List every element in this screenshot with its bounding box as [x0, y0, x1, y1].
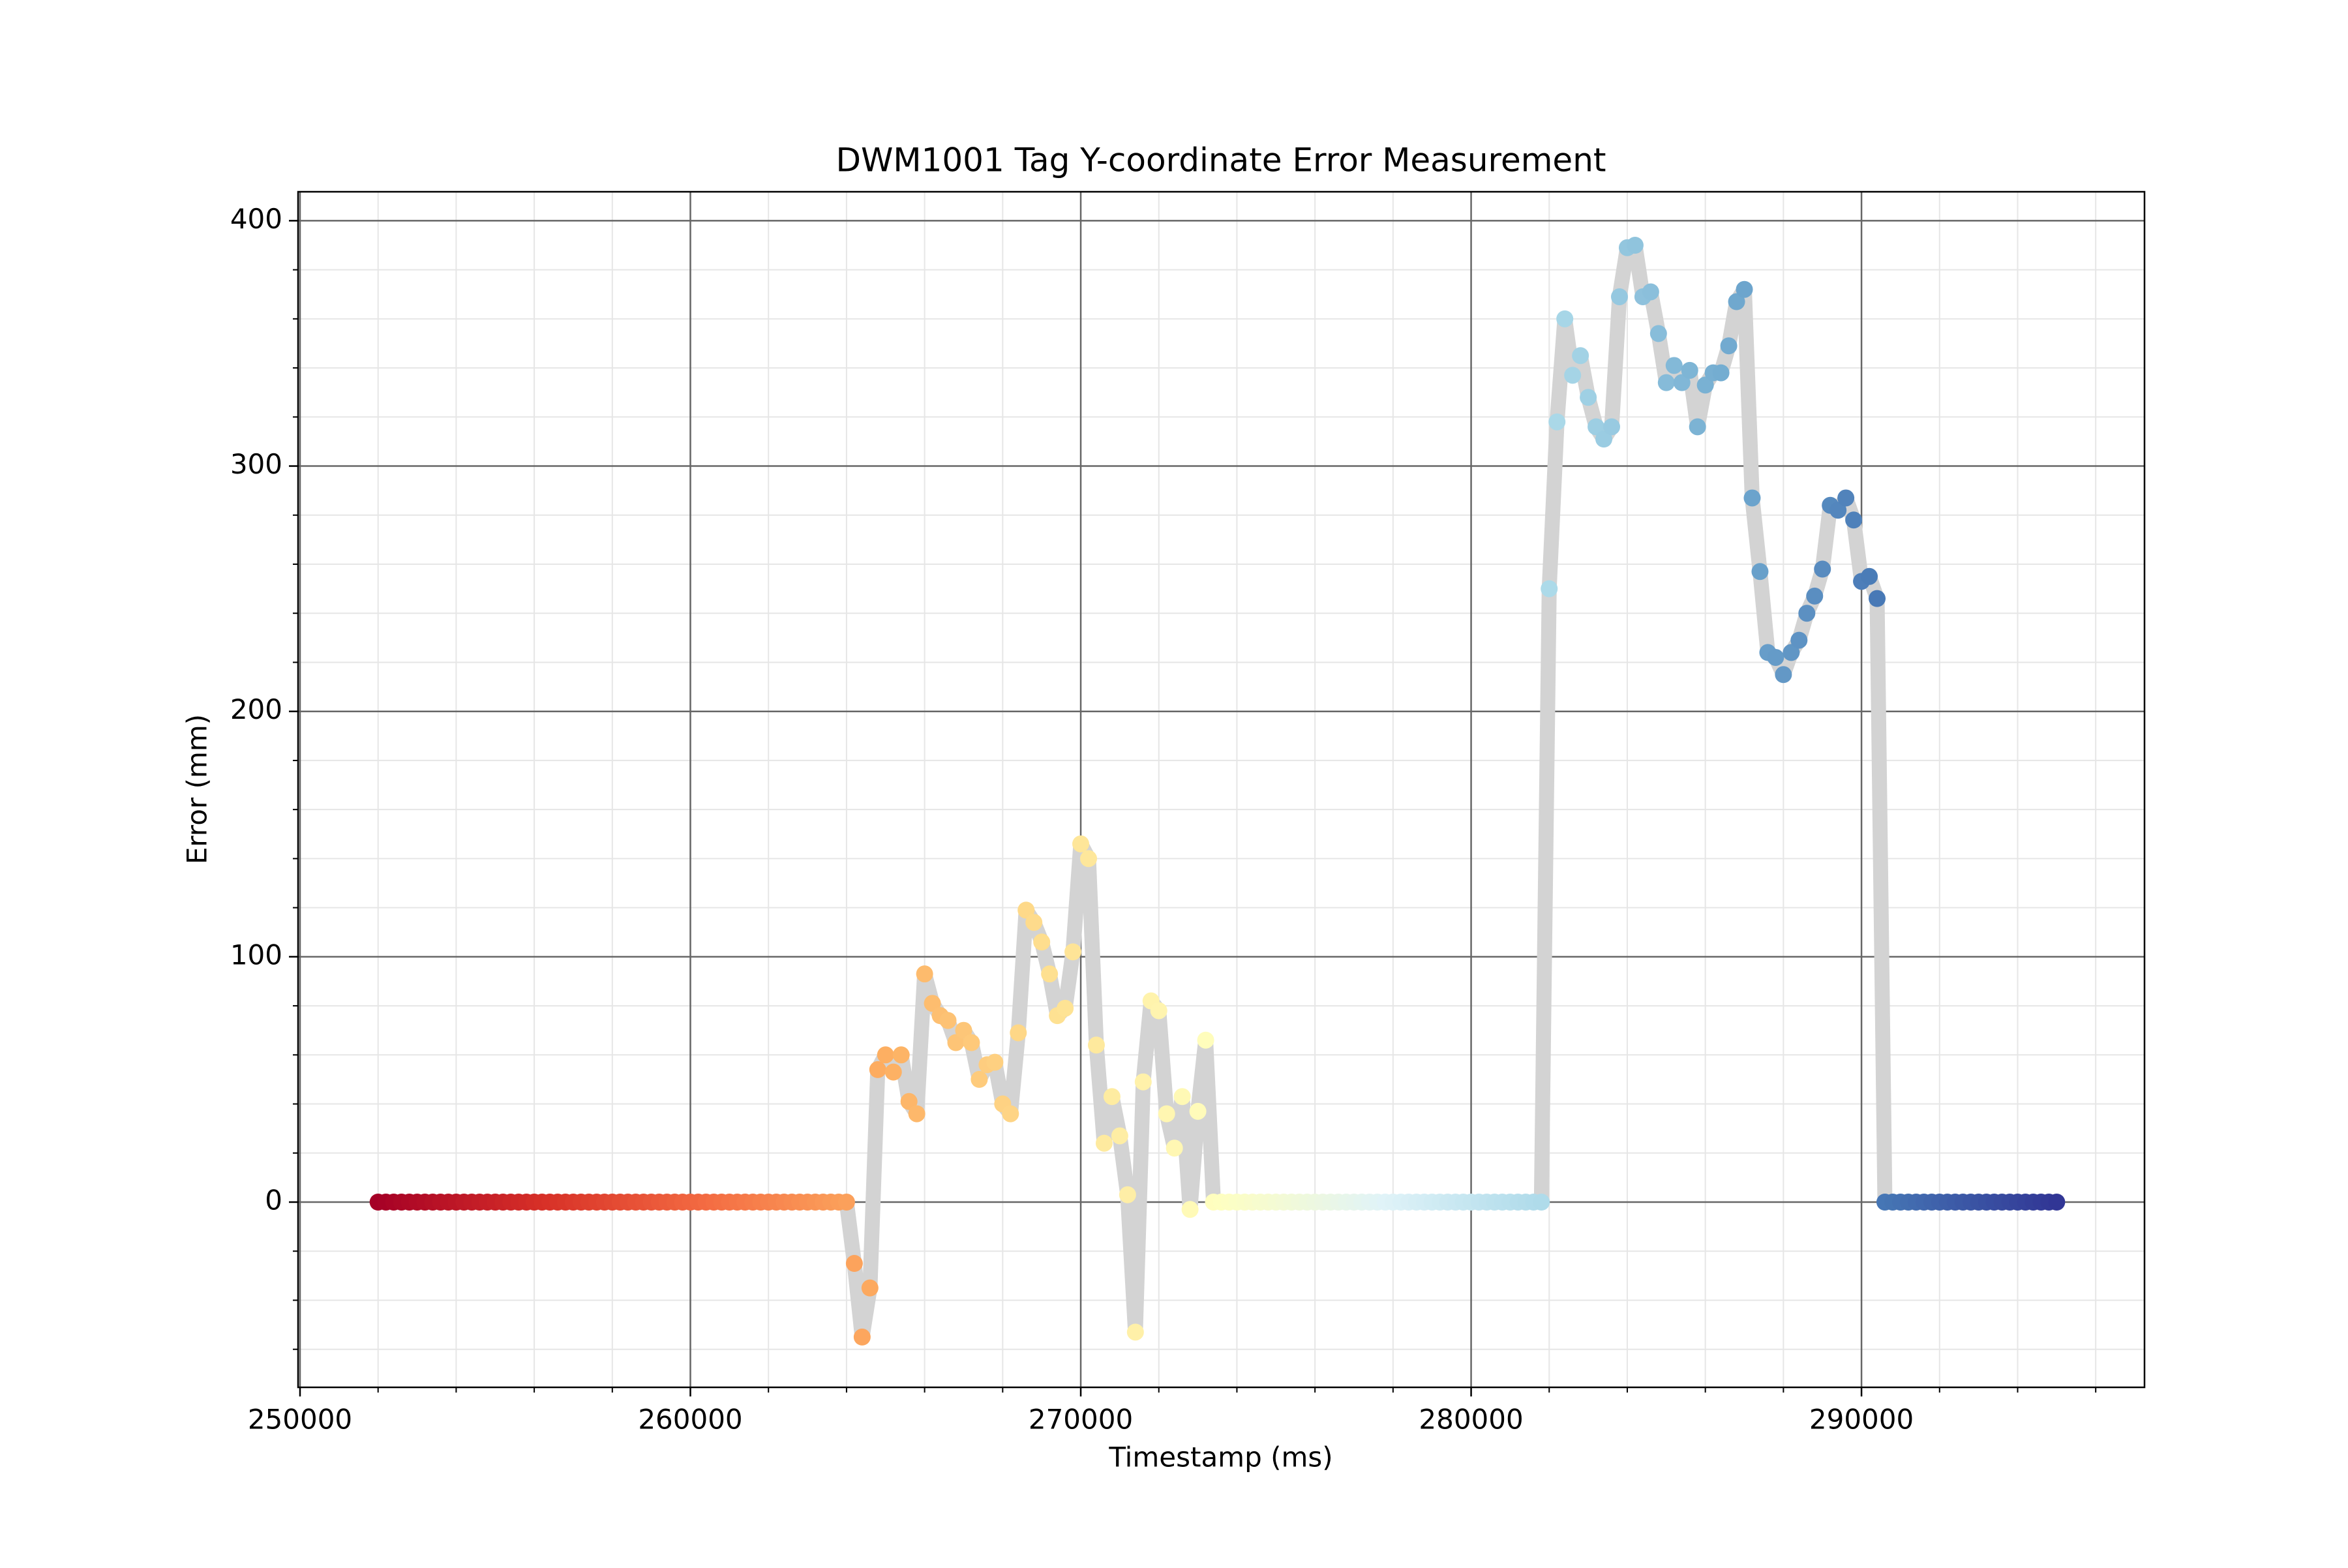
data-point: [1025, 914, 1043, 931]
data-point: [971, 1070, 988, 1088]
data-point: [1548, 413, 1566, 430]
data-point: [986, 1053, 1004, 1071]
x-tick-label: 290000: [1809, 1404, 1914, 1436]
data-point: [1181, 1201, 1199, 1218]
data-point: [1603, 418, 1621, 436]
data-point: [1743, 489, 1761, 507]
data-point: [1041, 965, 1059, 983]
data-point: [1869, 590, 1886, 607]
data-point: [1197, 1031, 1214, 1049]
data-point: [955, 1021, 972, 1039]
data-point: [1588, 418, 1605, 436]
data-point: [1689, 418, 1706, 436]
data-point: [1736, 280, 1753, 298]
data-point: [1610, 288, 1628, 305]
data-point: [1798, 605, 1816, 622]
data-point: [869, 1061, 886, 1078]
data-point: [900, 1093, 918, 1110]
data-point: [1111, 1127, 1128, 1145]
data-point: [1572, 347, 1589, 365]
data-point: [1010, 1024, 1027, 1042]
data-point: [1837, 489, 1855, 507]
data-point: [1080, 850, 1098, 867]
data-point: [1150, 1002, 1167, 1019]
data-point: [861, 1279, 879, 1297]
data-point: [877, 1046, 894, 1064]
data-point: [1057, 999, 1074, 1017]
data-point: [1681, 361, 1698, 379]
y-tick-label: 0: [265, 1184, 282, 1216]
data-point: [1751, 563, 1769, 580]
x-tick-label: 250000: [248, 1404, 352, 1436]
data-point: [1775, 666, 1792, 684]
data-point: [1720, 337, 1738, 355]
data-point: [1126, 1323, 1144, 1341]
data-point: [1564, 367, 1582, 384]
data-point: [1189, 1102, 1207, 1120]
data-point: [2048, 1194, 2066, 1211]
y-tick-label: 200: [230, 693, 282, 725]
data-point: [924, 995, 941, 1012]
data-point: [1790, 631, 1808, 649]
data-point: [1072, 835, 1090, 852]
data-point: [1665, 357, 1683, 374]
data-point: [845, 1255, 863, 1273]
data-point: [1541, 580, 1558, 597]
data-point: [1064, 943, 1082, 961]
x-tick-label: 270000: [1029, 1404, 1133, 1436]
data-point: [1783, 644, 1800, 661]
y-tick-label: 100: [230, 939, 282, 971]
data-point: [1673, 374, 1691, 391]
data-point: [1533, 1194, 1550, 1211]
data-point: [908, 1105, 926, 1123]
data-point: [1134, 1073, 1152, 1091]
x-tick-label: 260000: [638, 1404, 742, 1436]
data-point: [1119, 1186, 1136, 1203]
data-point: [947, 1034, 965, 1051]
data-point: [853, 1328, 871, 1346]
data-point: [1173, 1088, 1191, 1106]
x-tick-label: 280000: [1419, 1404, 1523, 1436]
data-point: [1728, 293, 1745, 310]
data-point: [1712, 364, 1730, 382]
y-tick-label: 400: [230, 203, 282, 235]
data-point: [1814, 560, 1831, 578]
y-axis-label: Error (mm): [181, 714, 213, 864]
data-point: [1095, 1134, 1113, 1152]
y-tick-label: 300: [230, 448, 282, 480]
data-point: [939, 1012, 957, 1029]
data-point: [1861, 567, 1878, 585]
data-point: [1696, 376, 1714, 394]
data-point: [1767, 648, 1784, 666]
data-point: [1033, 933, 1051, 951]
plot-frame: [297, 190, 2146, 1389]
data-point: [1657, 374, 1675, 391]
data-point: [837, 1194, 855, 1211]
data-point: [1087, 1036, 1105, 1054]
data-point: [1158, 1105, 1175, 1123]
data-point: [1845, 511, 1863, 529]
data-point: [1829, 502, 1847, 519]
x-axis-label: Timestamp (ms): [1108, 1441, 1332, 1473]
data-point: [1002, 1105, 1019, 1123]
chart-title: DWM1001 Tag Y-coordinate Error Measureme…: [835, 142, 1606, 179]
data-point: [884, 1063, 902, 1081]
data-point: [1806, 587, 1824, 605]
data-point: [1642, 283, 1659, 301]
data-point: [1626, 237, 1644, 254]
data-point: [963, 1034, 980, 1051]
data-point: [916, 965, 933, 983]
data-point: [1556, 310, 1574, 327]
connecting-line: [378, 237, 2057, 1345]
data-point: [1595, 430, 1613, 448]
data-point: [1103, 1088, 1121, 1106]
data-point: [892, 1046, 910, 1064]
data-point: [1649, 325, 1667, 342]
data-point: [1580, 389, 1597, 406]
data-point: [1017, 901, 1035, 919]
data-point: [1166, 1139, 1183, 1157]
